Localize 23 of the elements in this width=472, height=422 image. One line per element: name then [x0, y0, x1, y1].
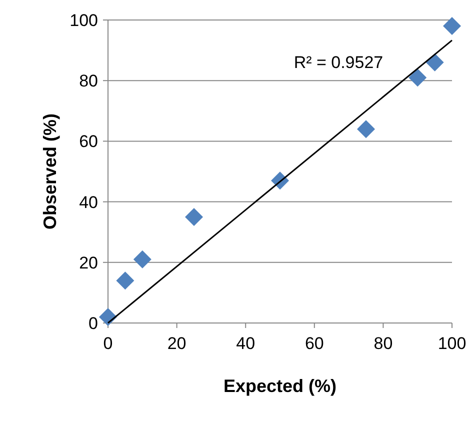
x-tick-label: 100: [438, 334, 466, 353]
x-axis-title: Expected (%): [223, 376, 337, 396]
x-tick-label: 40: [236, 334, 256, 353]
x-tick-label: 80: [374, 334, 393, 353]
x-tick-label: 0: [103, 334, 113, 353]
y-tick-label: 0: [88, 314, 98, 333]
point: [133, 250, 152, 268]
point: [185, 208, 203, 226]
point: [99, 308, 117, 326]
point: [357, 120, 375, 138]
y-tick-label: 80: [79, 72, 98, 91]
x-tick-label: 20: [167, 334, 186, 353]
point: [116, 272, 134, 290]
y-tick-label: 40: [79, 192, 98, 212]
x-tick-label: 60: [304, 334, 324, 353]
y-tick-label: 20: [79, 253, 98, 272]
point: [426, 53, 444, 72]
y-axis-title: Observed (%): [40, 113, 60, 230]
annotation: R² = 0.9527: [294, 53, 384, 72]
y-tick-label: 100: [70, 10, 98, 30]
point: [408, 68, 427, 87]
point: [443, 17, 461, 36]
y-tick-label: 60: [79, 132, 98, 152]
